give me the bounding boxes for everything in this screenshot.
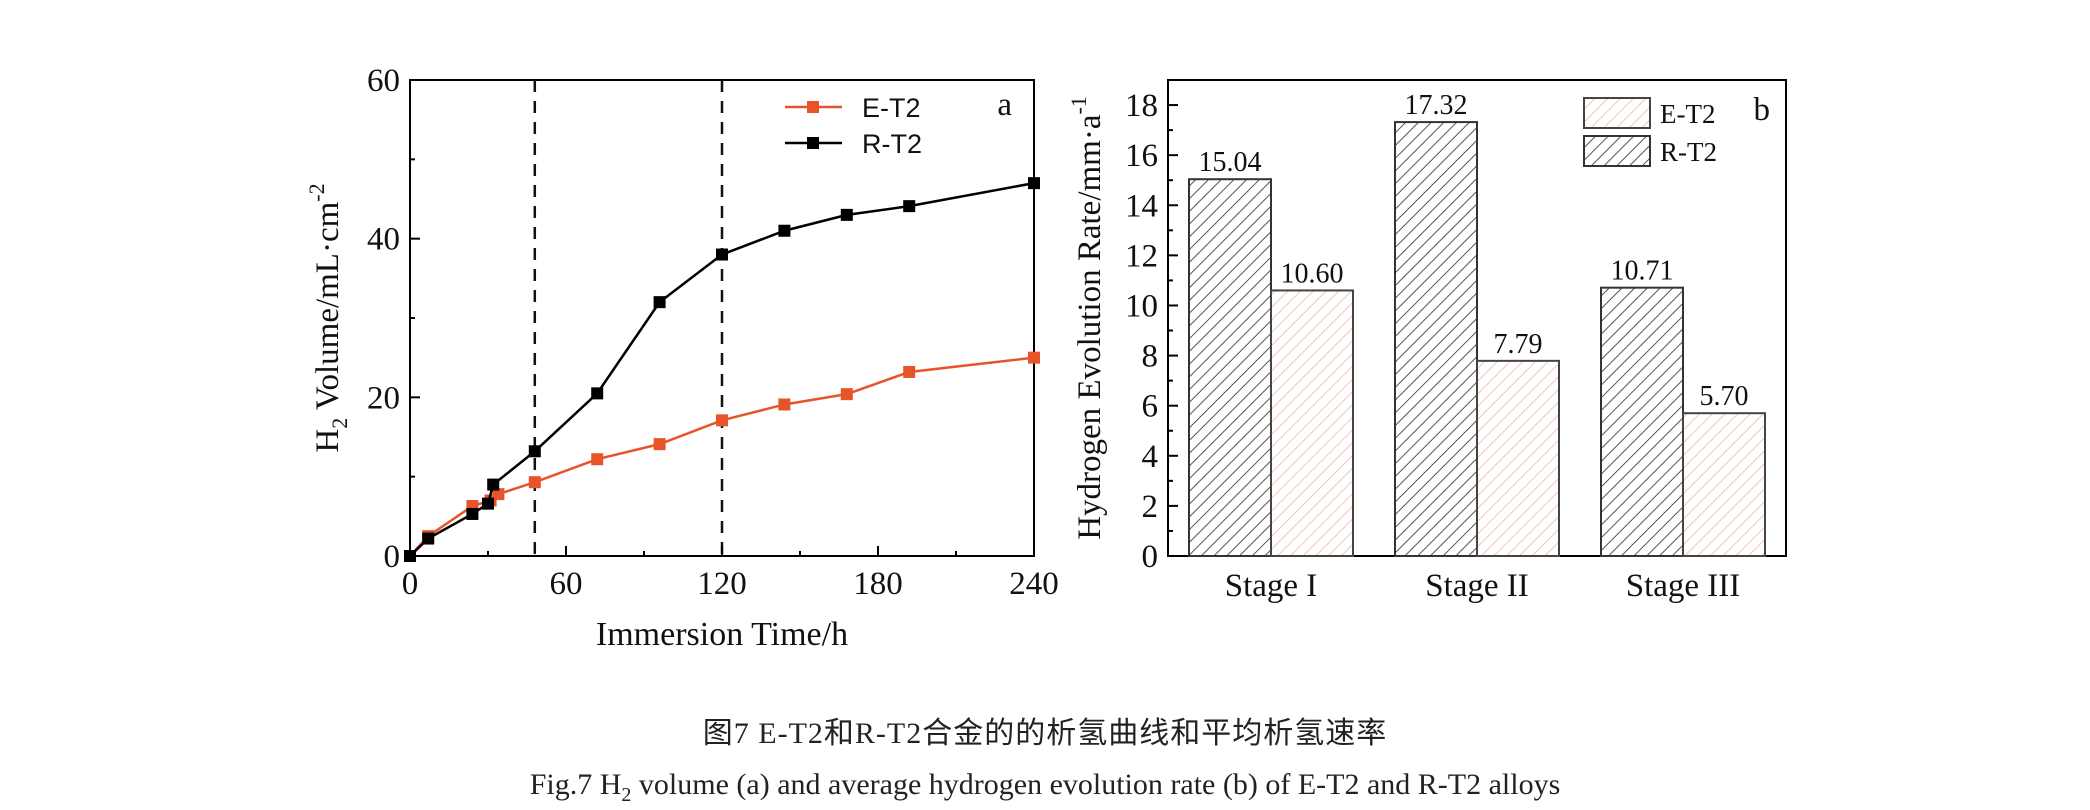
x-axis-title: Immersion Time/h bbox=[596, 616, 848, 653]
data-point bbox=[1028, 177, 1040, 190]
bar-e-t2 bbox=[1270, 289, 1354, 557]
panel-label-a: a bbox=[997, 87, 1012, 123]
series-group bbox=[404, 177, 1040, 562]
data-point bbox=[528, 445, 541, 458]
caption-en-prefix: Fig.7 H bbox=[529, 768, 622, 801]
data-point bbox=[653, 438, 666, 451]
data-point bbox=[840, 388, 853, 401]
y-axis-title: H2 Volume/mL·cm-2 bbox=[304, 183, 352, 452]
y-tick-label: 14 bbox=[1125, 188, 1158, 224]
data-point bbox=[482, 497, 494, 510]
bar-r-t2 bbox=[1188, 178, 1272, 557]
x-tick-label: Stage III bbox=[1626, 568, 1741, 604]
x-tick-label: 120 bbox=[697, 566, 747, 602]
y-tick-label: 10 bbox=[1125, 288, 1158, 324]
legend-label: R-T2 bbox=[1660, 137, 1717, 167]
data-label: 7.79 bbox=[1494, 329, 1543, 360]
x-tick-label: 180 bbox=[853, 566, 903, 602]
reference-lines bbox=[533, 80, 724, 556]
data-point bbox=[1028, 351, 1040, 364]
x-tick-label: Stage II bbox=[1425, 568, 1529, 604]
data-point bbox=[653, 296, 666, 309]
series-r-t2 bbox=[404, 177, 1040, 562]
legend-a: E-T2 R-T2 bbox=[785, 93, 922, 159]
y-tick-label: 16 bbox=[1125, 138, 1158, 174]
y-tick-label: 60 bbox=[367, 63, 400, 99]
data-point bbox=[466, 507, 479, 520]
y-tick-label: 0 bbox=[384, 539, 401, 575]
bar-r-t2 bbox=[1600, 286, 1684, 557]
data-point bbox=[492, 488, 505, 501]
caption-en-subscript: 2 bbox=[621, 784, 632, 806]
figure-caption-chinese: 图7 E-T2和R-T2合金的的析氢曲线和平均析氢速率 bbox=[702, 717, 1388, 750]
y-axis-title: Hydrogen Evolution Rate/mm·a-1 bbox=[1066, 96, 1108, 540]
legend-marker bbox=[807, 101, 819, 113]
y-tick-label: 2 bbox=[1142, 489, 1159, 525]
data-point bbox=[903, 365, 916, 378]
y-tick-label: 12 bbox=[1125, 238, 1158, 274]
data-point bbox=[716, 248, 728, 261]
legend-label: R-T2 bbox=[862, 129, 922, 159]
data-point bbox=[778, 398, 791, 411]
legend-label: E-T2 bbox=[862, 93, 921, 123]
legend-marker bbox=[807, 137, 819, 149]
y-tick-label: 6 bbox=[1142, 389, 1159, 425]
data-point bbox=[404, 550, 416, 562]
data-point bbox=[487, 478, 500, 491]
data-point bbox=[591, 387, 604, 400]
y-tick-label: 0 bbox=[1142, 539, 1159, 575]
data-label: 10.60 bbox=[1281, 258, 1344, 289]
legend-swatch bbox=[1583, 97, 1651, 129]
data-point bbox=[716, 414, 728, 427]
bar-r-t2 bbox=[1394, 121, 1478, 558]
y-tick-label: 18 bbox=[1125, 88, 1158, 124]
caption-en-rest: volume (a) and average hydrogen evolutio… bbox=[631, 768, 1561, 801]
x-tick-label: 60 bbox=[550, 566, 583, 602]
y-tick-label: 4 bbox=[1142, 439, 1159, 475]
bars-group: 15.04 10.60 17.32 7.79 10.71 5.70 bbox=[1188, 90, 1766, 558]
x-tick-label: 240 bbox=[1009, 566, 1059, 602]
panel-a-line-chart: 0 60 120 180 240 0 20 40 60 Immersion Time/h H2 … bbox=[304, 63, 1059, 653]
data-label: 17.32 bbox=[1405, 90, 1468, 121]
data-point bbox=[778, 224, 791, 237]
legend-b: E-T2 R-T2 bbox=[1583, 97, 1717, 167]
data-point bbox=[840, 208, 853, 221]
data-label: 15.04 bbox=[1199, 147, 1262, 178]
data-point bbox=[528, 476, 541, 489]
y-tick-label: 20 bbox=[367, 380, 400, 416]
tick-labels: 0 60 120 180 240 0 20 40 60 bbox=[367, 63, 1059, 602]
legend-swatch bbox=[1583, 135, 1651, 167]
bar-e-t2 bbox=[1476, 359, 1560, 557]
x-tick-label: Stage I bbox=[1225, 568, 1318, 604]
tick-labels: 0 2 4 6 8 10 12 14 16 18 Stage I Stage II Stage III bbox=[1125, 88, 1740, 604]
legend-label: E-T2 bbox=[1660, 99, 1715, 129]
data-point bbox=[903, 200, 916, 213]
y-tick-label: 40 bbox=[367, 222, 400, 258]
x-tick-label: 0 bbox=[402, 566, 419, 602]
panel-label-b: b bbox=[1754, 92, 1771, 128]
axis-ticks bbox=[1168, 104, 1684, 557]
y-tick-label: 8 bbox=[1142, 339, 1159, 375]
figure-caption-english: Fig.7 H2 volume (a) and average hydrogen… bbox=[0, 768, 2090, 806]
bar-e-t2 bbox=[1682, 412, 1766, 558]
data-label: 5.70 bbox=[1700, 381, 1749, 412]
data-point bbox=[591, 453, 604, 466]
data-point bbox=[422, 532, 435, 545]
data-label: 10.71 bbox=[1611, 256, 1674, 287]
